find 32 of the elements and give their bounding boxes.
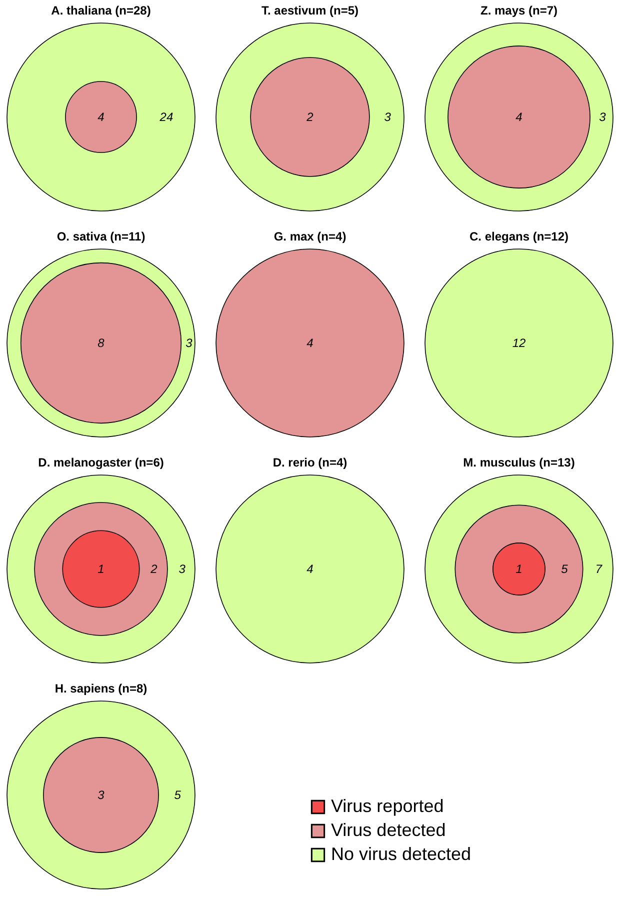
text: A. thaliana (n=28)	[51, 3, 151, 18]
category-label: Virus detected	[331, 820, 446, 840]
data-label: 2	[306, 110, 314, 124]
category-label: Virus reported	[331, 796, 444, 816]
text: D. melanogaster (n=6)	[38, 455, 164, 470]
data-label: 3	[186, 336, 193, 350]
data-label: 1	[98, 562, 104, 576]
data-label: 12	[512, 336, 526, 350]
text: C. elegans (n=12)	[469, 229, 569, 244]
data-label: 5	[561, 562, 568, 576]
data-label: 8	[98, 336, 105, 350]
text: G. max (n=4)	[274, 229, 346, 244]
text: Z. mays (n=7)	[480, 3, 558, 18]
data-label: 4	[98, 110, 105, 124]
data-label: 3	[384, 110, 392, 124]
data-label: 3	[178, 562, 186, 576]
data-label: 4	[306, 562, 314, 576]
data-label: 5	[174, 788, 182, 802]
data-label: 2	[150, 562, 158, 576]
text: O. sativa (n=11)	[56, 229, 146, 244]
data-label: 1	[516, 562, 522, 576]
text: H. sapiens (n=8)	[54, 681, 148, 696]
data-label: 7	[595, 562, 604, 576]
text: M. musculus (n=13)	[463, 455, 575, 470]
text: T. aestivum (n=5)	[261, 3, 359, 18]
data-label: 24	[158, 110, 174, 124]
text: D. rerio (n=4)	[272, 455, 348, 470]
category-label: No virus detected	[331, 844, 472, 864]
data-label: 4	[516, 110, 523, 124]
data-label: 3	[599, 110, 606, 124]
data-label: 3	[98, 788, 105, 802]
data-label: 4	[306, 336, 314, 350]
